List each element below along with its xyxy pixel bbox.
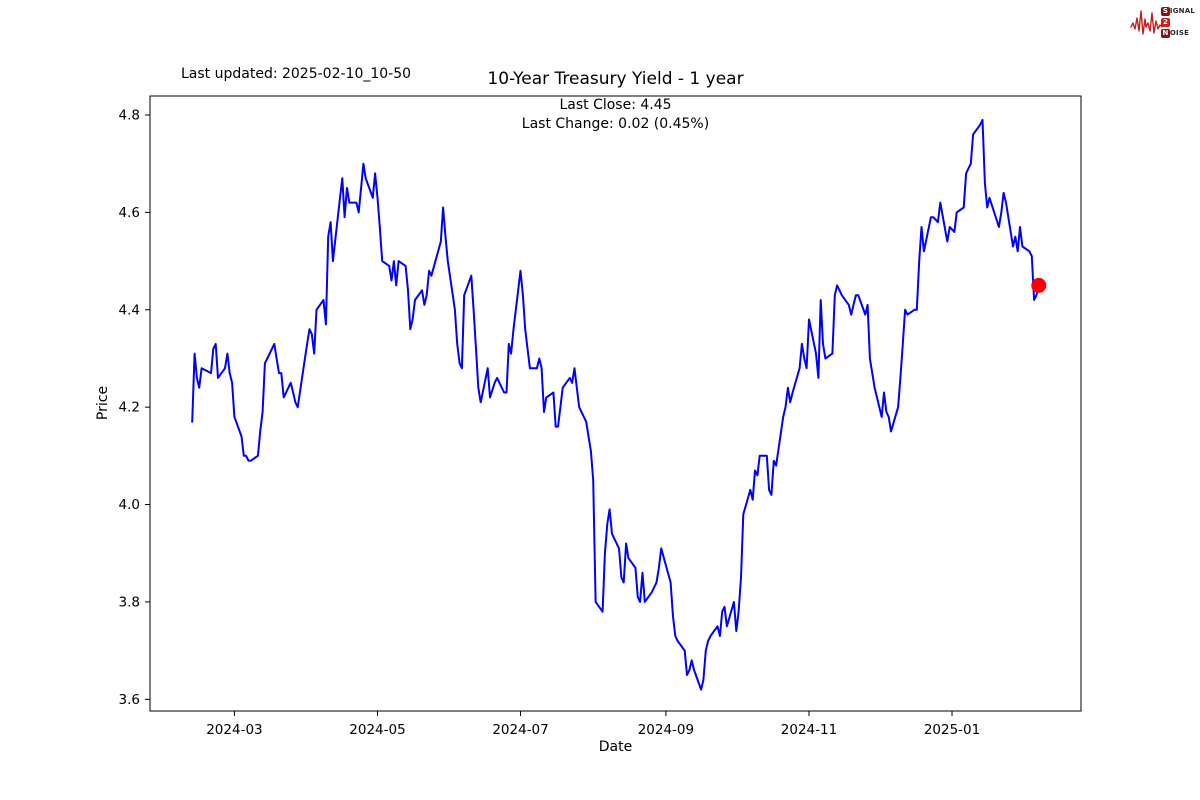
logo-row-2: 2 — [1160, 17, 1195, 27]
y-tick-label: 4.2 — [119, 400, 140, 416]
x-tick-label: 2024-11 — [781, 722, 837, 738]
logo-rest-oise: OISE — [1169, 29, 1190, 37]
x-tick-label: 2024-03 — [206, 722, 262, 738]
logo-badge-n: N — [1160, 28, 1170, 38]
price-line — [191, 118, 1040, 691]
x-tick-label: 2024-09 — [638, 722, 694, 738]
last-change-annotation: Last Change: 0.02 (0.45%) — [521, 115, 710, 132]
y-tick-label: 3.8 — [119, 594, 140, 610]
x-axis-label: Date — [599, 739, 632, 755]
y-tick-label: 4.6 — [119, 205, 140, 221]
logo-badge-2: 2 — [1160, 17, 1170, 27]
y-tick-label: 3.6 — [119, 692, 140, 708]
logo-row-signal: S IGNAL — [1160, 6, 1195, 16]
y-tick-label: 4.4 — [119, 302, 140, 318]
chart-title: 10-Year Treasury Yield - 1 year — [487, 69, 744, 89]
y-tick-label: 4.8 — [119, 107, 140, 123]
last-close-annotation: Last Close: 4.45 — [559, 97, 672, 113]
logo-row-noise: N OISE — [1160, 28, 1195, 38]
last-close-marker — [1031, 277, 1047, 293]
x-tick-label: 2024-07 — [492, 722, 548, 738]
logo-badge-s: S — [1160, 6, 1170, 16]
plot-border — [149, 95, 1082, 712]
y-axis-label: Price — [95, 386, 111, 420]
signal-2-noise-logo: S IGNAL 2 N OISE — [1130, 5, 1195, 39]
x-tick-label: 2024-05 — [349, 722, 405, 738]
logo-rest-ignal: IGNAL — [1169, 7, 1195, 15]
last-updated-text: Last updated: 2025-02-10_10-50 — [181, 66, 412, 82]
logo-text: S IGNAL 2 N OISE — [1160, 5, 1195, 39]
waveform-icon — [1130, 10, 1163, 35]
chart-subtitle: Last Close: 4.45 Last Change: 0.02 (0.45… — [150, 96, 1081, 133]
y-tick-label: 4.0 — [119, 497, 140, 513]
x-tick-label: 2025-01 — [924, 722, 980, 738]
